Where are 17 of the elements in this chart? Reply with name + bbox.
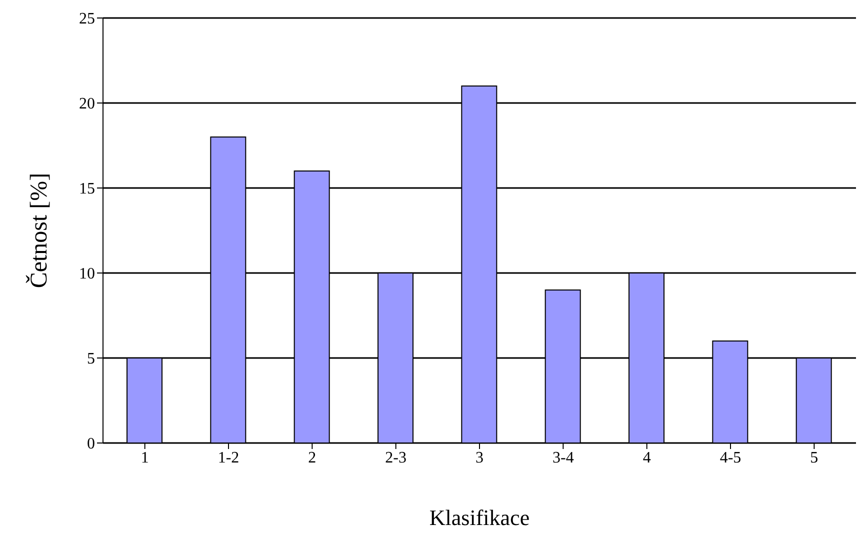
- x-tick-label: 5: [810, 449, 818, 466]
- y-tick-label: 20: [79, 96, 95, 113]
- x-tick-label: 2: [308, 449, 316, 466]
- x-axis-title: Klasifikace: [429, 505, 530, 530]
- y-tick-label: 5: [87, 350, 95, 368]
- y-tick-label: 25: [79, 10, 95, 28]
- x-tick-label: 1-2: [218, 449, 240, 466]
- x-tick-label: 1: [140, 449, 149, 466]
- x-tick-label: 3: [476, 449, 484, 466]
- y-tick-label: 0: [87, 436, 95, 453]
- y-axis-title: Četnost [%]: [26, 172, 53, 288]
- y-tick-label: 10: [79, 266, 95, 283]
- y-tick-label: 15: [79, 180, 95, 198]
- x-tick-label: 2-3: [385, 449, 406, 466]
- x-tick-label: 3-4: [552, 449, 574, 466]
- x-tick-label: 4: [642, 449, 651, 466]
- x-tick-label: 4-5: [720, 449, 742, 466]
